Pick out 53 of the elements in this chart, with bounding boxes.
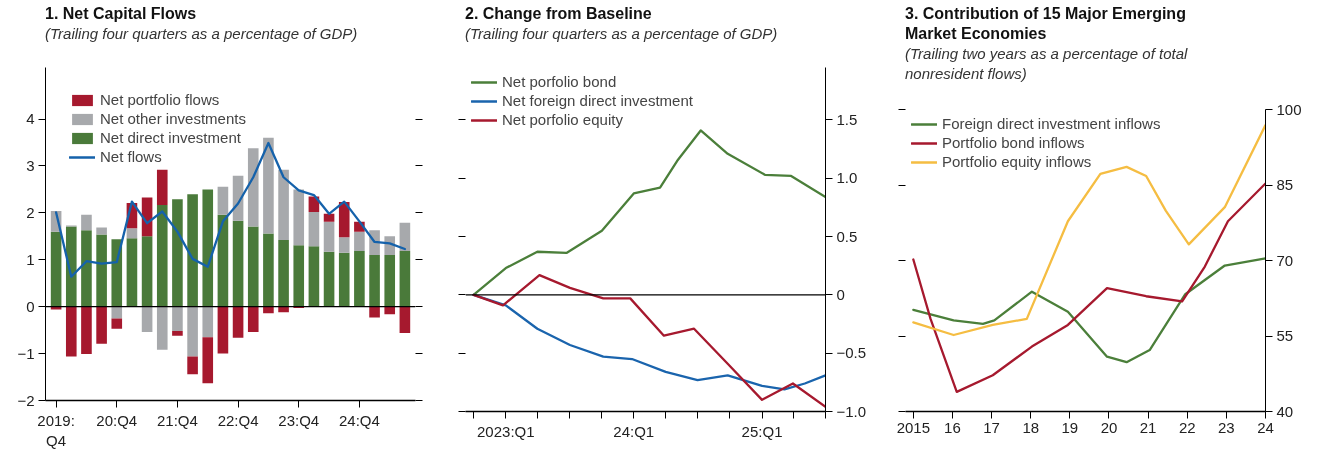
y-tick-label: 40 bbox=[1276, 402, 1294, 420]
y-tick-label: −2 bbox=[17, 391, 35, 409]
y-tick-label: 85 bbox=[1276, 176, 1294, 193]
legend-label: Net other investments bbox=[100, 110, 246, 127]
chart-subtitle: (Trailing four quarters as a percentage of GDP) bbox=[465, 24, 778, 44]
x-tick-label: 18 bbox=[1022, 418, 1040, 436]
y-tick-label: 55 bbox=[1276, 327, 1294, 344]
legend-label: Portfolio equity inflows bbox=[942, 153, 1092, 170]
legend-label: Portfolio bond inflows bbox=[942, 134, 1085, 151]
legend-label: Net flows bbox=[100, 148, 162, 165]
y-tick-label: −0.5 bbox=[836, 344, 867, 362]
y-tick-label: 70 bbox=[1276, 251, 1294, 269]
x-tick-label: 22:Q4 bbox=[217, 411, 259, 429]
x-tick-label: 24 bbox=[1257, 418, 1274, 436]
x-tick-label: 2015 bbox=[896, 418, 931, 436]
y-tick-label: 0 bbox=[836, 285, 845, 303]
x-tick-label: 2023:Q1 bbox=[477, 422, 535, 440]
x-tick-label: 23:Q4 bbox=[278, 411, 320, 429]
x-tick-label: 21 bbox=[1139, 418, 1157, 436]
y-tick-label: −1.0 bbox=[836, 402, 867, 420]
x-tick-label: 16 bbox=[944, 418, 961, 436]
x-tick-label: 21:Q4 bbox=[157, 411, 198, 429]
y-tick-label: 1.0 bbox=[836, 169, 858, 187]
y-tick-label: 0 bbox=[26, 297, 35, 315]
x-tick-label: 20:Q4 bbox=[96, 411, 138, 429]
legend-label: Net porfolio bond bbox=[502, 73, 617, 90]
x-tick-label: 24:Q4 bbox=[338, 411, 380, 429]
x-tick-label: 25:Q1 bbox=[741, 422, 783, 440]
legend-label: Net foreign direct investment bbox=[502, 92, 693, 109]
x-tick-label: 19 bbox=[1061, 418, 1079, 436]
chart-subtitle: (Trailing four quarters as a percentage of GDP) bbox=[45, 24, 358, 44]
legend-label: Net porfolio equity bbox=[502, 111, 623, 128]
chart-title: 2. Change from Baseline bbox=[465, 4, 653, 24]
chart-subtitle: (Trailing two years as a percentage of total nonresident flows) bbox=[905, 44, 1189, 84]
legend-label: Foreign direct investment inflows bbox=[942, 115, 1161, 132]
x-tick-label: 23 bbox=[1218, 418, 1235, 436]
legend-label: Net portfolio flows bbox=[100, 91, 220, 108]
x-tick-label: 17 bbox=[983, 418, 1000, 436]
y-tick-label: 2 bbox=[26, 203, 35, 221]
y-tick-label: 1.5 bbox=[836, 110, 858, 128]
y-tick-label: 3 bbox=[26, 156, 35, 174]
x-tick-label: 20 bbox=[1100, 418, 1118, 436]
x-tick-label: 22 bbox=[1178, 418, 1196, 436]
chart-title: 1. Net Capital Flows bbox=[45, 4, 198, 24]
y-tick-label: 0.5 bbox=[836, 227, 858, 245]
chart-title: 3. Contribution of 15 Major Emerging Market Economies bbox=[905, 4, 1187, 44]
y-tick-label: −1 bbox=[17, 344, 35, 362]
legend-label: Net direct investment bbox=[100, 129, 241, 146]
y-tick-label: 4 bbox=[26, 110, 35, 128]
x-tick-label: 2019: Q4 bbox=[37, 411, 75, 449]
y-tick-label: 100 bbox=[1276, 100, 1302, 118]
x-tick-label: 24:Q1 bbox=[613, 422, 655, 440]
y-tick-label: 1 bbox=[26, 250, 35, 268]
